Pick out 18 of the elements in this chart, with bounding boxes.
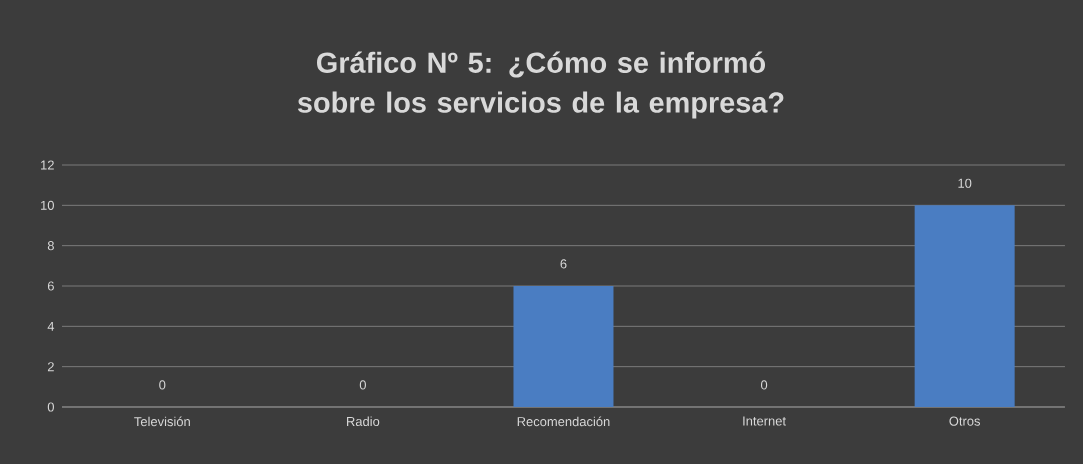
x-tick-label: Internet [743, 416, 786, 426]
data-label: 0 [359, 380, 366, 390]
y-tick-label: 0 [47, 402, 54, 412]
y-tick-label: 6 [47, 281, 54, 291]
x-tick-label: Otros [949, 416, 981, 426]
x-tick-label: Televisión [134, 416, 190, 427]
y-tick-label: 4 [47, 321, 55, 331]
data-label: 10 [958, 178, 972, 188]
x-tick-label: Recomendación [517, 416, 610, 427]
data-label: 6 [560, 259, 567, 269]
y-tick-label: 2 [47, 362, 54, 372]
y-tick-label: 12 [41, 160, 54, 170]
chart-title: Gráfico Nº 5: ¿Cómo se informó sobre los servicios de la empresa? [297, 51, 784, 119]
y-tick-label: 8 [47, 241, 54, 251]
x-tick-label: Radio [347, 416, 380, 427]
data-label: 0 [760, 380, 768, 390]
data-label: 0 [159, 380, 166, 390]
y-tick-label: 10 [41, 200, 54, 210]
